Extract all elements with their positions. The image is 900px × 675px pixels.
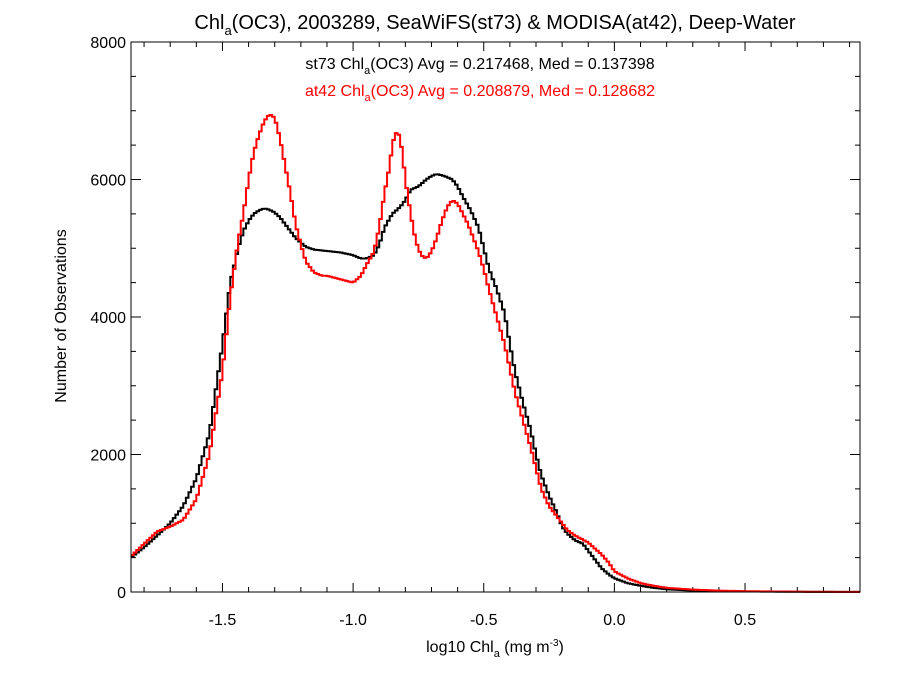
x-tick-label: -1.5 <box>209 612 237 629</box>
annotation-st73: st73 Chla(OC3) Avg = 0.217468, Med = 0.1… <box>305 56 654 77</box>
x-tick-label: -0.5 <box>470 612 498 629</box>
x-tick-label: 0.0 <box>603 612 625 629</box>
chart-title: Chla(OC3), 2003289, SeaWiFS(st73) & MODI… <box>194 12 795 38</box>
annotation-at42: at42 Chla(OC3) Avg = 0.208879, Med = 0.1… <box>305 83 655 104</box>
y-tick-label: 6000 <box>90 173 126 190</box>
y-tick-label: 0 <box>117 585 126 602</box>
x-tick-label: 0.5 <box>734 612 756 629</box>
x-tick-label: -1.0 <box>339 612 367 629</box>
plot-frame <box>130 41 861 593</box>
y-tick-label: 4000 <box>90 310 126 327</box>
x-axis-label: log10 Chla (mg m-3) <box>426 638 564 660</box>
y-axis-label: Number of Observations <box>53 229 70 402</box>
y-tick-label: 2000 <box>90 448 126 465</box>
series-line-at42 <box>131 114 860 593</box>
y-tick-label: 8000 <box>90 35 126 52</box>
